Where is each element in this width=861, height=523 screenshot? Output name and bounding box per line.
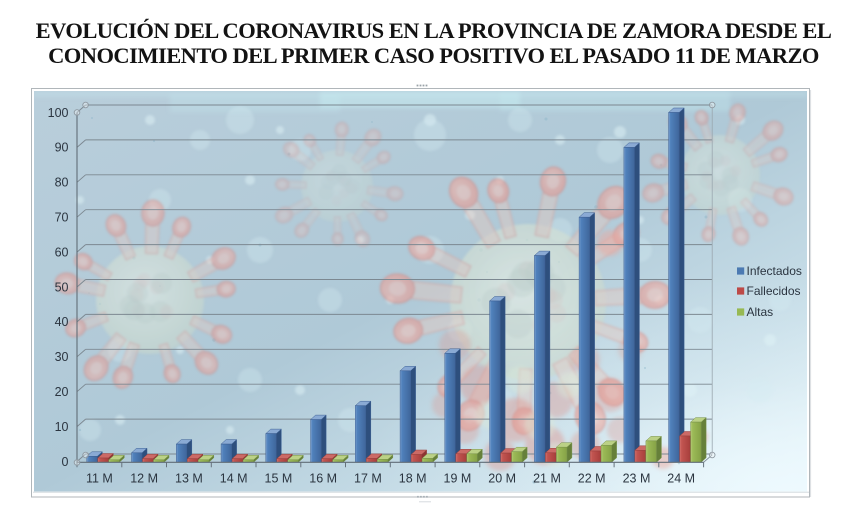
svg-text:12 M: 12 M	[130, 472, 158, 486]
svg-text:60: 60	[55, 245, 69, 259]
svg-text:20 M: 20 M	[488, 472, 516, 486]
svg-text:11 M: 11 M	[86, 472, 113, 486]
svg-text:21 M: 21 M	[533, 472, 561, 486]
svg-text:18 M: 18 M	[399, 472, 427, 486]
svg-text:24 M: 24 M	[667, 472, 695, 486]
svg-text:16 M: 16 M	[309, 472, 337, 486]
svg-text:13 M: 13 M	[175, 472, 203, 486]
svg-text:30: 30	[55, 350, 69, 364]
svg-text:80: 80	[55, 176, 69, 190]
svg-text:Infectados: Infectados	[747, 264, 802, 278]
svg-text:100: 100	[48, 106, 69, 120]
svg-text:17 M: 17 M	[354, 472, 382, 486]
svg-text:70: 70	[55, 211, 69, 225]
svg-text:10: 10	[55, 420, 69, 434]
svg-text:23 M: 23 M	[623, 472, 651, 486]
svg-text:19 M: 19 M	[444, 472, 472, 486]
svg-text:Fallecidos: Fallecidos	[747, 284, 801, 298]
svg-text:Altas: Altas	[747, 305, 774, 319]
svg-text:50: 50	[55, 280, 69, 294]
svg-text:20: 20	[55, 385, 69, 399]
svg-text:15 M: 15 M	[265, 472, 293, 486]
svg-text:14 M: 14 M	[220, 472, 248, 486]
svg-text:22 M: 22 M	[578, 472, 606, 486]
svg-text:0: 0	[62, 455, 69, 469]
svg-text:90: 90	[55, 141, 69, 155]
svg-text:40: 40	[55, 315, 69, 329]
